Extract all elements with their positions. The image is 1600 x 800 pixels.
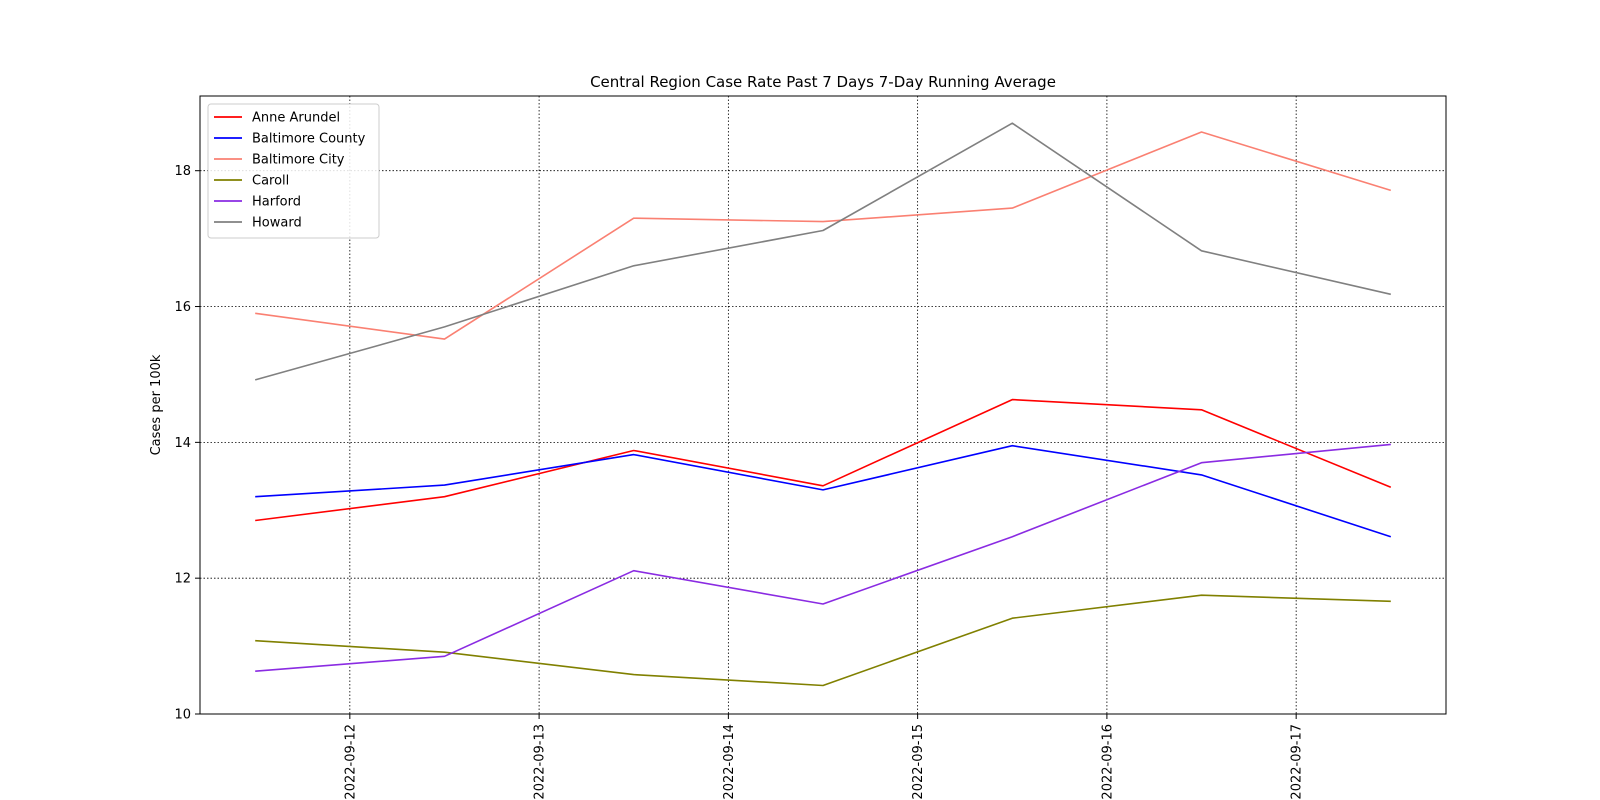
x-tick-label: 2022-09-13 [533,724,548,800]
y-tick-label: 16 [174,300,191,315]
y-tick-label: 18 [174,164,191,179]
legend-label: Baltimore County [252,132,366,147]
x-tick-label: 2022-09-15 [911,724,926,800]
y-axis-label: Cases per 100k [149,354,164,455]
y-tick-label: 10 [174,708,191,723]
series-lines [254,122,1392,687]
chart-title: Central Region Case Rate Past 7 Days 7-D… [590,73,1056,91]
y-axis: 10 12 14 16 18 [174,164,200,723]
series-line-1 [255,444,1392,538]
grid-lines [200,96,1446,715]
series-line-4 [255,443,1391,672]
y-tick-label: 12 [174,572,191,587]
legend: Anne Arundel Baltimore County Baltimore Ci… [207,103,380,239]
y-tick-label: 14 [174,436,191,451]
series-line-5 [254,122,1391,381]
legend-label: Harford [252,195,301,210]
legend-label: Anne Arundel [252,111,340,126]
legend-label: Caroll [252,174,289,189]
series-line-3 [255,594,1391,687]
x-tick-label: 2022-09-12 [343,724,358,800]
x-axis: 2022-09-12 2022-09-13 2022-09-14 2022-09-15… [343,714,1305,800]
series-line-0 [255,398,1392,522]
series-line-2 [255,131,1392,340]
legend-box [207,103,380,239]
x-tick-label: 2022-09-14 [722,724,737,800]
x-tick-label: 2022-09-16 [1100,724,1115,800]
x-tick-label: 2022-09-17 [1290,724,1305,800]
plot-frame [199,95,1447,715]
legend-label: Howard [252,216,302,231]
legend-label: Baltimore City [252,153,345,168]
